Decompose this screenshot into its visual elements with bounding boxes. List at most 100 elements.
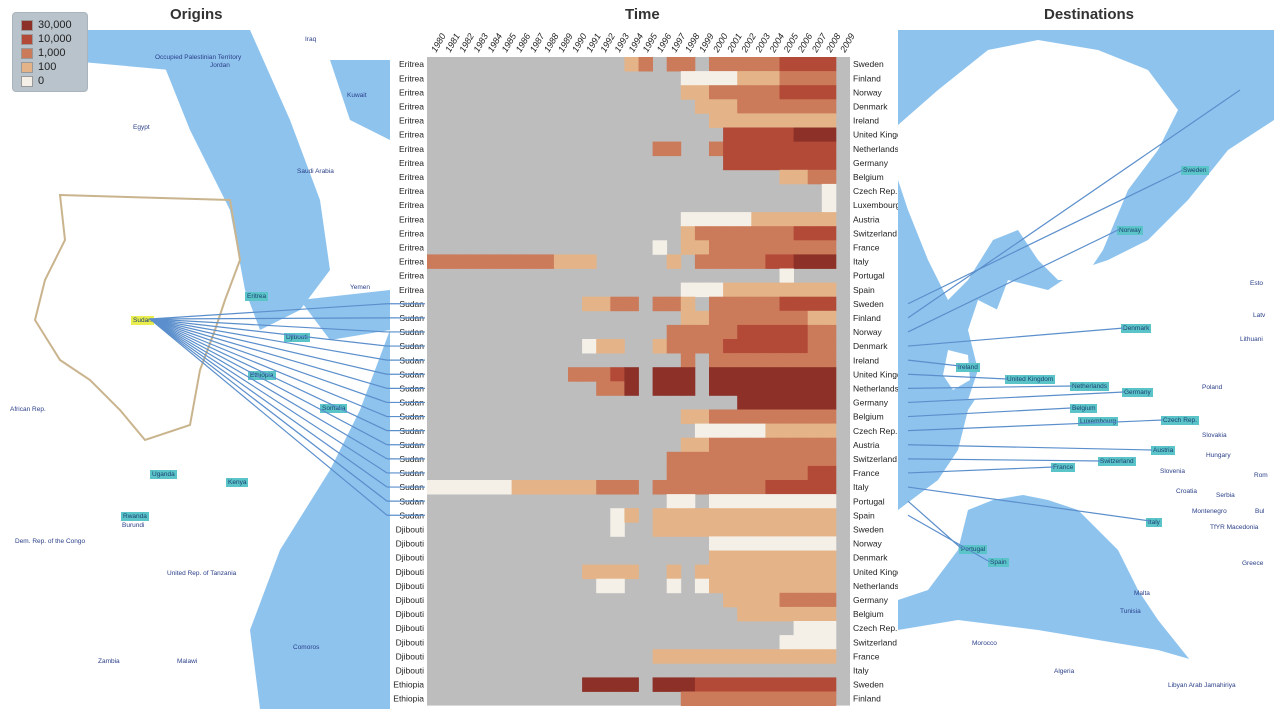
destination-row-label[interactable]: Netherlands: [853, 581, 898, 591]
heatmap-cell[interactable]: [779, 494, 795, 509]
heatmap-cell[interactable]: [694, 324, 710, 340]
origin-row-label[interactable]: Sudan: [399, 426, 424, 436]
heatmap-cell[interactable]: [765, 564, 780, 580]
heatmap-cell[interactable]: [723, 367, 738, 382]
heatmap-cell[interactable]: [610, 381, 625, 396]
heatmap-cell[interactable]: [709, 423, 724, 439]
heatmap-cell[interactable]: [793, 71, 809, 86]
heatmap-cell[interactable]: [680, 324, 696, 340]
origin-tag-djibouti[interactable]: Djibouti: [284, 333, 310, 342]
origin-row-label[interactable]: Ethiopia: [393, 680, 424, 690]
heatmap-cell[interactable]: [709, 437, 724, 453]
heatmap-cell[interactable]: [751, 536, 766, 551]
heatmap-cell[interactable]: [737, 395, 752, 410]
heatmap-cell[interactable]: [751, 155, 766, 171]
heatmap-cell[interactable]: [652, 367, 668, 382]
heatmap-cell[interactable]: [652, 339, 668, 354]
heatmap-cell[interactable]: [427, 480, 442, 495]
heatmap-cell[interactable]: [723, 324, 738, 340]
destinations-map[interactable]: Esto Latv Lithuani Poland Slovakia Hunga…: [898, 30, 1274, 709]
heatmap-cell[interactable]: [680, 57, 696, 72]
heatmap-cell[interactable]: [807, 353, 823, 368]
origin-row-label[interactable]: Eritrea: [399, 172, 424, 182]
heatmap-cell[interactable]: [483, 254, 498, 269]
heatmap-cell[interactable]: [652, 508, 668, 523]
heatmap-cell[interactable]: [723, 592, 738, 608]
heatmap-cell[interactable]: [779, 254, 795, 269]
heatmap-cell[interactable]: [680, 691, 696, 707]
heatmap-cell[interactable]: [737, 57, 752, 72]
heatmap-cell[interactable]: [694, 310, 710, 326]
heatmap-cell[interactable]: [765, 85, 780, 100]
heatmap-cell[interactable]: [821, 592, 837, 608]
heatmap-cell[interactable]: [511, 254, 527, 269]
heatmap-cell[interactable]: [751, 465, 766, 481]
heatmap-cell[interactable]: [652, 240, 668, 255]
heatmap-cell[interactable]: [723, 564, 738, 580]
heatmap-cell[interactable]: [737, 127, 752, 143]
heatmap-cell[interactable]: [680, 649, 696, 664]
heatmap-cell[interactable]: [807, 409, 823, 425]
heatmap-cell[interactable]: [779, 310, 795, 326]
heatmap-cell[interactable]: [807, 550, 823, 566]
heatmap-cell[interactable]: [723, 677, 738, 692]
heatmap-cell[interactable]: [821, 578, 837, 594]
heatmap-cell[interactable]: [793, 536, 809, 551]
origin-tag-somalia[interactable]: Somalia: [320, 404, 348, 413]
heatmap-cell[interactable]: [807, 169, 823, 185]
heatmap-cell[interactable]: [680, 212, 696, 227]
heatmap-cell[interactable]: [694, 339, 710, 354]
heatmap-cell[interactable]: [709, 282, 724, 298]
heatmap-cell[interactable]: [793, 677, 809, 692]
heatmap-cell[interactable]: [723, 71, 738, 86]
heatmap-cell[interactable]: [779, 367, 795, 382]
heatmap-cell[interactable]: [765, 592, 780, 608]
heatmap-cell[interactable]: [652, 649, 668, 664]
destination-row-label[interactable]: Belgium: [853, 172, 884, 182]
heatmap-cell[interactable]: [737, 240, 752, 255]
heatmap-cell[interactable]: [751, 85, 766, 100]
heatmap-cell[interactable]: [723, 141, 738, 157]
heatmap-cell[interactable]: [765, 606, 780, 622]
heatmap-cell[interactable]: [568, 367, 583, 382]
heatmap-cell[interactable]: [737, 550, 752, 566]
heatmap-cell[interactable]: [652, 677, 668, 692]
heatmap-cell[interactable]: [666, 564, 682, 580]
heatmap-cell[interactable]: [652, 381, 668, 396]
origin-row-label[interactable]: Ethiopia: [393, 694, 424, 704]
heatmap-cell[interactable]: [793, 141, 809, 157]
heatmap-cell[interactable]: [765, 536, 780, 551]
heatmap-cell[interactable]: [779, 85, 795, 100]
heatmap-cell[interactable]: [821, 480, 837, 495]
dest-tag-czech-rep[interactable]: Czech Rep.: [1161, 416, 1199, 425]
heatmap-cell[interactable]: [751, 99, 766, 114]
heatmap-cell[interactable]: [737, 536, 752, 551]
heatmap-cell[interactable]: [751, 423, 766, 439]
dest-tag-norway[interactable]: Norway: [1117, 226, 1144, 235]
origins-map[interactable]: Iraq Occupied Palestinian Territory Jord…: [0, 30, 390, 709]
heatmap-cell[interactable]: [596, 381, 611, 396]
heatmap-cell[interactable]: [751, 451, 766, 467]
heatmap-cell[interactable]: [441, 254, 456, 269]
heatmap-cell[interactable]: [680, 451, 696, 467]
heatmap-cell[interactable]: [779, 522, 795, 537]
dest-tag-ireland[interactable]: Ireland: [956, 363, 980, 372]
heatmap-cell[interactable]: [793, 606, 809, 622]
heatmap-cell[interactable]: [666, 367, 682, 382]
heatmap[interactable]: 1980198119821983198419851986198719881989…: [390, 0, 898, 709]
heatmap-cell[interactable]: [709, 226, 724, 241]
heatmap-cell[interactable]: [807, 465, 823, 481]
heatmap-cell[interactable]: [751, 339, 766, 354]
origin-row-label[interactable]: Djibouti: [396, 609, 424, 619]
heatmap-cell[interactable]: [723, 254, 738, 269]
heatmap-cell[interactable]: [821, 282, 837, 298]
heatmap-cell[interactable]: [807, 564, 823, 580]
heatmap-cell[interactable]: [497, 480, 513, 495]
heatmap-cell[interactable]: [821, 367, 837, 382]
heatmap-cell[interactable]: [765, 282, 780, 298]
heatmap-cell[interactable]: [709, 578, 724, 594]
destination-row-label[interactable]: Italy: [853, 482, 869, 492]
heatmap-cell[interactable]: [751, 310, 766, 326]
heatmap-cell[interactable]: [709, 85, 724, 100]
origin-tag-kenya[interactable]: Kenya: [226, 478, 249, 487]
